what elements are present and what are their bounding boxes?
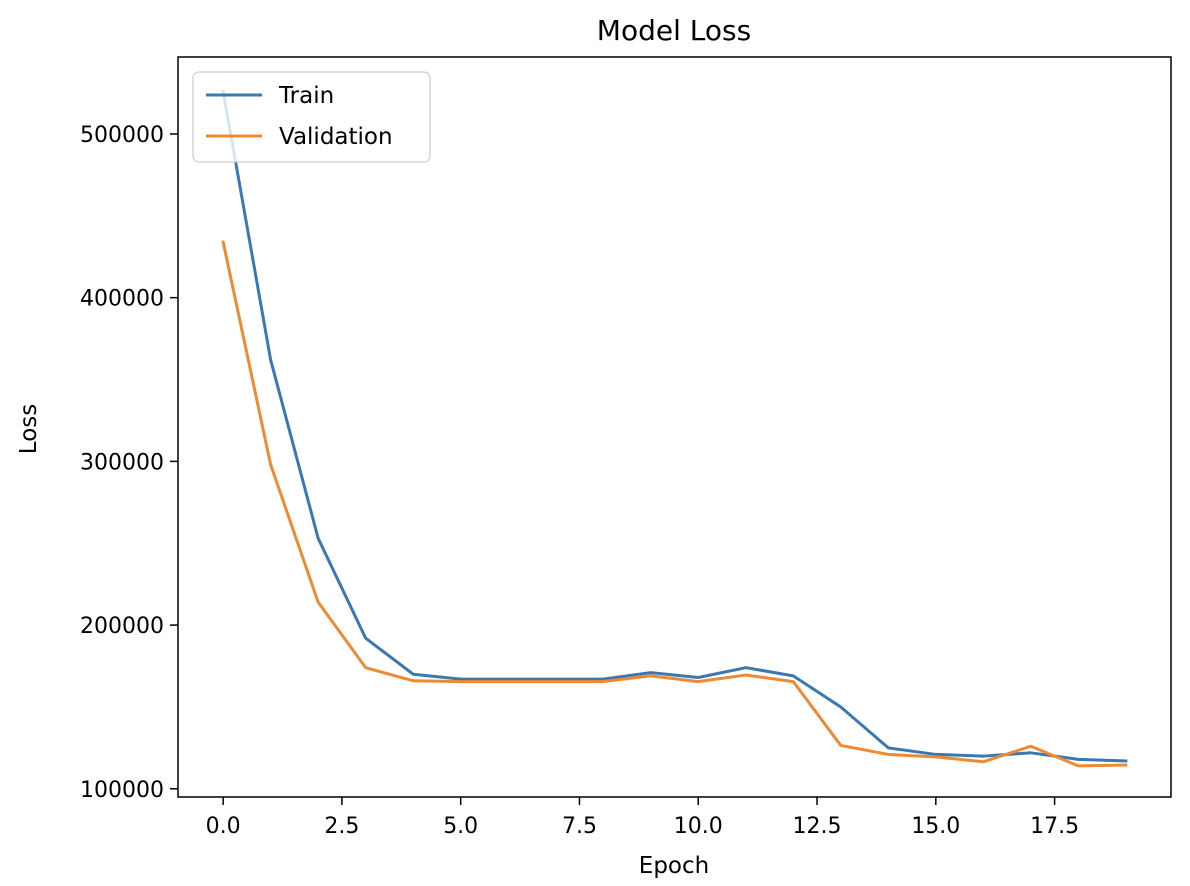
y-tick-label: 200000: [80, 614, 164, 639]
series-layer: [221, 89, 1128, 768]
x-tick-label: 0.0: [206, 814, 241, 839]
legend-label-train: Train: [278, 83, 334, 109]
plot-frame: [177, 56, 1172, 798]
x-tick-label: 12.5: [793, 814, 842, 839]
x-tick-label: 7.5: [562, 814, 597, 839]
y-tick-label: 500000: [80, 123, 164, 148]
series-line-validation: [221, 240, 1128, 768]
x-axis-label: Epoch: [639, 853, 709, 879]
y-tick-label: 100000: [80, 778, 164, 803]
x-tick-label: 2.5: [324, 814, 359, 839]
legend: Train Validation: [192, 71, 431, 163]
legend-label-validation: Validation: [279, 124, 393, 150]
chart-title: Model Loss: [597, 14, 751, 47]
y-axis-ticks: 100000 200000 300000 400000 500000: [80, 123, 178, 803]
x-tick-label: 17.5: [1030, 814, 1079, 839]
x-axis-ticks: 0.0 2.5 5.0 7.5 10.0 12.5 15.0 17.5: [206, 797, 1079, 839]
series-line-train: [221, 89, 1128, 763]
x-tick-label: 15.0: [911, 814, 960, 839]
x-tick-label: 10.0: [674, 814, 723, 839]
y-axis-label: Loss: [16, 404, 42, 454]
y-tick-label: 400000: [80, 287, 164, 312]
y-tick-label: 300000: [80, 450, 164, 475]
x-tick-label: 5.0: [443, 814, 478, 839]
